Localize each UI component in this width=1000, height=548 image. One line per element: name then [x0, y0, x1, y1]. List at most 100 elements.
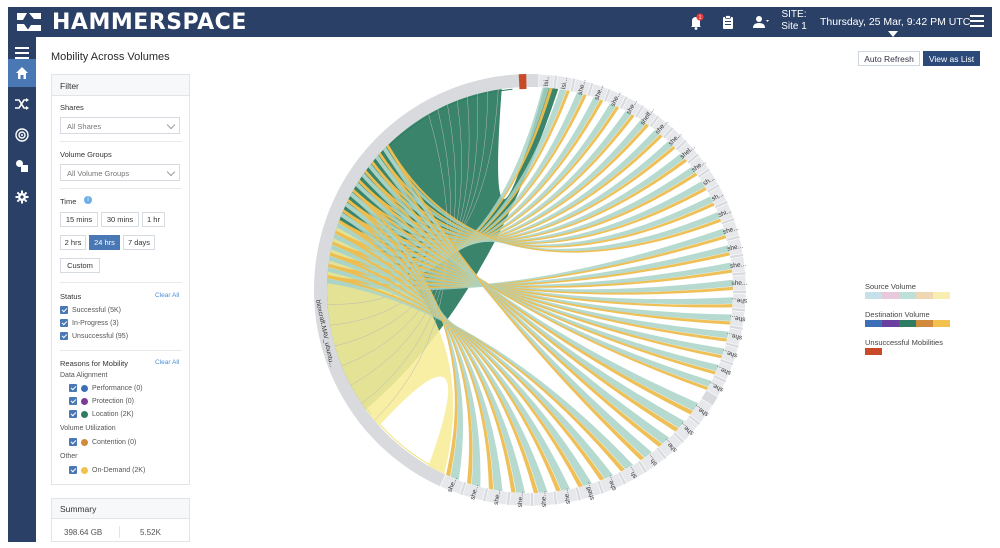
gold-ribbon[interactable] [352, 189, 458, 477]
volume-segment[interactable] [636, 106, 658, 127]
notification-count: 1 [699, 15, 702, 21]
volume-segment[interactable] [639, 448, 665, 472]
volume-segment[interactable] [729, 310, 746, 328]
volume-label: she... [722, 225, 739, 236]
teal-ribbon[interactable] [329, 92, 584, 270]
volume-segment[interactable] [688, 155, 709, 176]
volume-segment[interactable] [651, 116, 672, 138]
site-selector[interactable]: SITE: Site 1 [778, 9, 810, 33]
shares-select[interactable]: All Shares [60, 117, 180, 134]
reasons-clear-all-link[interactable]: Clear All [155, 359, 180, 366]
time-option-7-days[interactable]: 7 days [123, 235, 155, 250]
volume-segment[interactable] [658, 433, 683, 458]
checkbox-checked-icon [69, 466, 77, 474]
info-icon[interactable]: i [84, 196, 92, 204]
view-as-list-button[interactable]: View as List [923, 51, 980, 66]
volume-segment[interactable] [674, 416, 699, 442]
teal-ribbon[interactable] [327, 89, 567, 278]
gold-ribbon[interactable] [332, 99, 604, 261]
volume-segment[interactable] [462, 482, 486, 502]
volume-segment[interactable] [721, 220, 740, 240]
reason-location-checkbox[interactable]: Location (2K) [69, 410, 134, 418]
reason-contention-checkbox[interactable]: Contention (0) [69, 438, 136, 446]
on-demand-dot-icon [81, 466, 88, 474]
teal-ribbon[interactable] [368, 163, 705, 244]
gold-ribbon[interactable] [347, 134, 663, 244]
gold-ribbon[interactable] [352, 146, 676, 242]
status-successful-checkbox[interactable]: Successful (5K) [60, 306, 121, 314]
shapes-icon[interactable] [8, 152, 36, 180]
status-clear-all-link[interactable]: Clear All [155, 292, 180, 299]
volume-segment[interactable] [706, 376, 726, 398]
volume-segment[interactable] [485, 488, 509, 506]
reason-protection-checkbox[interactable]: Protection (0) [69, 397, 134, 405]
gold-ribbon[interactable] [342, 123, 650, 247]
teal-ribbon[interactable] [345, 129, 660, 245]
volume-segment[interactable] [599, 472, 624, 494]
teal-ribbon[interactable] [327, 245, 730, 287]
volume-segment[interactable] [533, 491, 555, 507]
teal-ribbon[interactable] [333, 103, 616, 257]
chord-diagram[interactable]: lsi.. lsi... she... she... she... she... shelf… [300, 70, 760, 520]
time-option-2-hrs[interactable]: 2 hrs [60, 235, 86, 250]
checkbox-checked-icon [60, 306, 68, 314]
volume-groups-select[interactable]: All Volume Groups [60, 164, 180, 181]
gear-icon[interactable] [8, 183, 36, 211]
user-menu-icon[interactable] [750, 12, 770, 32]
volume-segment[interactable] [698, 170, 719, 191]
volume-segment[interactable] [664, 128, 686, 150]
notification-bell-icon[interactable]: 1 [686, 12, 706, 32]
volume-segment[interactable] [589, 83, 609, 102]
volume-segment[interactable] [715, 202, 734, 223]
menu-icon[interactable] [8, 39, 36, 67]
volume-segment[interactable] [439, 474, 465, 495]
legend-destination-swatches [865, 320, 950, 327]
main-menu-icon[interactable] [970, 15, 984, 27]
time-option-custom[interactable]: Custom [60, 258, 100, 273]
volume-segment[interactable] [677, 141, 698, 163]
teal-ribbon[interactable] [350, 141, 673, 243]
volume-segment[interactable] [714, 360, 733, 381]
home-icon[interactable] [8, 59, 36, 87]
target-icon[interactable] [8, 121, 36, 149]
volume-segment[interactable] [732, 274, 747, 291]
volume-segment[interactable] [620, 461, 646, 484]
reason-on-demand-checkbox[interactable]: On-Demand (2K) [69, 466, 145, 474]
sidebar [8, 37, 36, 542]
volume-segment[interactable] [707, 186, 727, 207]
volume-segment[interactable] [689, 398, 713, 424]
unsuccessful-segment[interactable] [518, 74, 527, 90]
shuffle-icon[interactable] [8, 90, 36, 118]
teal-ribbon[interactable] [355, 153, 685, 242]
auto-refresh-button[interactable]: Auto Refresh [858, 51, 920, 66]
volume-segment[interactable] [605, 89, 626, 109]
teal-ribbon[interactable] [340, 119, 647, 248]
status-unsuccessful-checkbox[interactable]: Unsuccessful (95) [60, 332, 128, 340]
gold-ribbon[interactable] [338, 114, 635, 250]
volume-segment[interactable] [621, 97, 642, 117]
volume-segment[interactable] [572, 78, 592, 96]
gold-ribbon[interactable] [328, 252, 731, 286]
status-in-progress-checkbox[interactable]: In-Progress (3) [60, 319, 119, 327]
volume-segment[interactable] [720, 344, 739, 364]
volume-segment[interactable] [726, 237, 744, 257]
teal-ribbon[interactable] [331, 97, 600, 263]
clipboard-icon[interactable] [718, 12, 738, 32]
reason-performance-checkbox[interactable]: Performance (0) [69, 384, 143, 392]
volume-segment[interactable] [555, 487, 579, 505]
volume-segment[interactable] [725, 327, 743, 346]
gold-ribbon[interactable] [329, 94, 587, 267]
time-option-15-mins[interactable]: 15 mins [60, 212, 98, 227]
datetime-display[interactable]: Thursday, 25 Mar, 9:42 PM UTC [820, 16, 971, 28]
teal-ribbon[interactable] [331, 245, 733, 293]
volume-segment[interactable] [577, 481, 602, 501]
volume-segment[interactable] [730, 256, 746, 274]
volume-segment[interactable] [731, 292, 747, 310]
time-option-1-hr[interactable]: 1 hr [142, 212, 165, 227]
time-option-24-hrs[interactable]: 24 hrs [89, 235, 120, 250]
filter-panel: Filter Shares All Shares Volume Groups A… [51, 74, 190, 485]
gold-ribbon[interactable] [329, 252, 733, 288]
volume-segment[interactable] [509, 491, 531, 507]
group-data-alignment: Data Alignment [60, 372, 108, 379]
time-option-30-mins[interactable]: 30 mins [101, 212, 139, 227]
